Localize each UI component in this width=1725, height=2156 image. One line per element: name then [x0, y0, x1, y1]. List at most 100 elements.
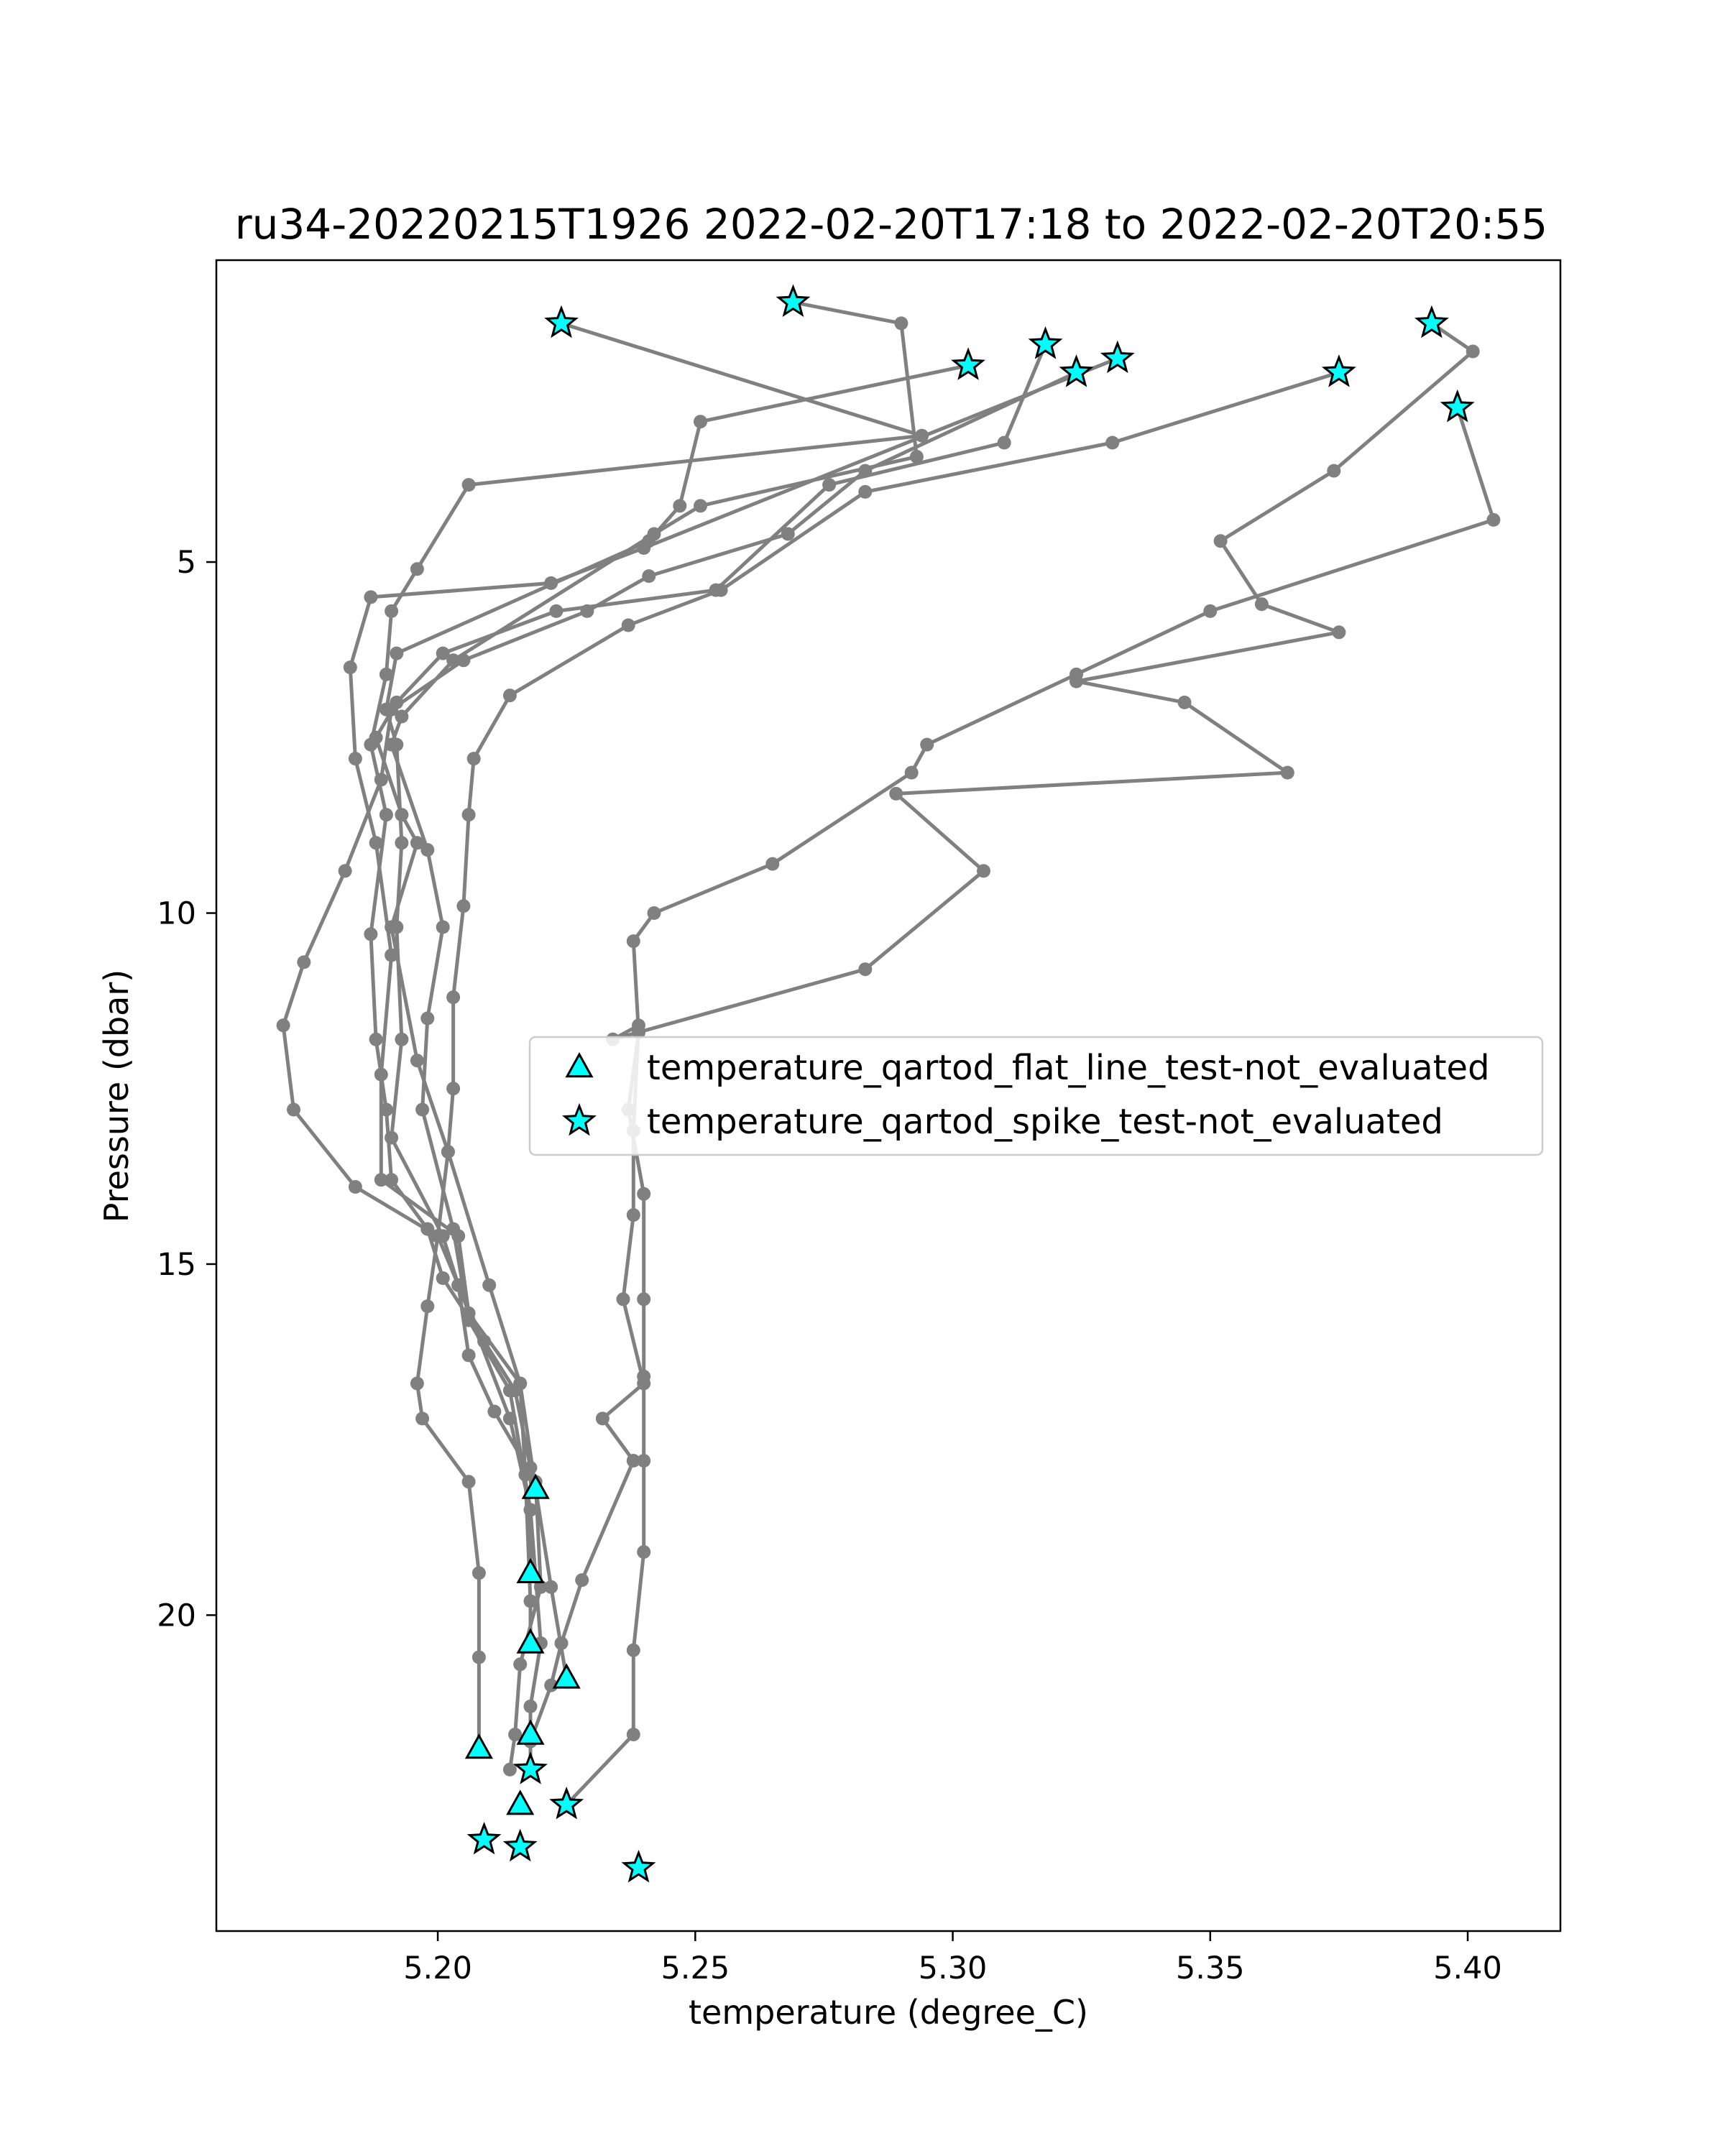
- profile-point: [446, 990, 461, 1005]
- profile-point: [461, 478, 476, 492]
- legend-label: temperature_qartod_flat_line_test-not_ev…: [647, 1048, 1490, 1088]
- y-axis-label: Pressure (dbar): [97, 969, 136, 1222]
- profile-point: [338, 864, 352, 878]
- profile-point: [410, 1376, 424, 1391]
- profile-6: [276, 365, 1083, 1777]
- triangle-marker: [516, 1628, 545, 1654]
- profile-point: [1280, 765, 1294, 780]
- profile-point: [348, 752, 362, 766]
- x-tick-label: 5.30: [919, 1950, 988, 1986]
- profile-point: [395, 1032, 409, 1046]
- profile-point: [379, 667, 393, 681]
- profile-point: [276, 1018, 290, 1033]
- profile-point: [1327, 464, 1341, 478]
- profile-point: [714, 583, 728, 597]
- profile-point: [626, 1208, 640, 1222]
- series-triangle-markers: [464, 1473, 581, 1815]
- profile-point: [920, 737, 934, 752]
- profile-point: [369, 1032, 383, 1046]
- profile-point: [580, 604, 594, 618]
- profile-point: [554, 1636, 569, 1650]
- profile-point: [436, 1271, 450, 1285]
- star-marker: [1440, 389, 1475, 423]
- profile-point: [343, 660, 357, 675]
- x-axis: 5.20 5.25 5.30 5.35 5.40: [403, 1931, 1502, 1986]
- profile-point: [420, 1299, 435, 1314]
- triangle-marker: [552, 1663, 581, 1689]
- profile-point: [410, 836, 424, 850]
- legend-label: temperature_qartod_spike_test-not_evalua…: [647, 1102, 1443, 1142]
- y-tick-label: 20: [157, 1598, 196, 1634]
- profile-point: [822, 478, 837, 492]
- axes-frame: [215, 259, 1562, 1932]
- profile-point: [858, 962, 873, 977]
- profile-point: [364, 590, 378, 604]
- star-marker: [466, 1821, 502, 1855]
- profile-point: [632, 1026, 645, 1040]
- legend: temperature_qartod_flat_line_test-not_ev…: [528, 1036, 1544, 1156]
- profile-point: [1213, 534, 1228, 548]
- profile-point: [374, 1067, 388, 1082]
- profile-point: [395, 808, 409, 822]
- profile-point: [544, 576, 558, 590]
- profile-point: [647, 527, 661, 541]
- profile-point: [533, 1580, 548, 1594]
- y-axis: 5 10 15 20: [157, 545, 216, 1634]
- x-tick-label: 5.20: [403, 1950, 472, 1986]
- star-marker: [549, 1787, 584, 1820]
- legend-entry-triangle: temperature_qartod_flat_line_test-not_ev…: [565, 1048, 1490, 1088]
- profile-point: [858, 484, 873, 499]
- star-marker: [513, 1751, 548, 1784]
- profile-point: [781, 527, 795, 541]
- profile-point: [502, 688, 517, 703]
- profile-point: [287, 1102, 300, 1117]
- profile-point: [410, 562, 424, 576]
- profile-point: [385, 920, 399, 934]
- profile-point: [626, 1454, 640, 1468]
- profile-point: [482, 1278, 497, 1292]
- profile-point: [461, 1475, 476, 1489]
- triangle-marker: [516, 1557, 545, 1584]
- profile-point: [894, 316, 908, 331]
- profile-point: [909, 450, 924, 464]
- y-tick-label: 15: [157, 1247, 196, 1283]
- profile-point: [472, 1650, 486, 1664]
- star-marker: [1321, 354, 1356, 387]
- profile-point: [441, 1145, 455, 1159]
- profile-point: [379, 808, 393, 822]
- profile-point: [1466, 344, 1480, 359]
- profile-point: [446, 1222, 461, 1236]
- star-marker: [1028, 326, 1063, 359]
- profile-point: [1254, 597, 1269, 612]
- profile-point: [694, 499, 707, 513]
- profile-point: [415, 1102, 430, 1117]
- star-marker: [776, 284, 811, 317]
- profile-point: [461, 808, 476, 822]
- profile-point: [637, 1545, 651, 1559]
- star-marker: [951, 347, 985, 380]
- y-tick-label: 5: [177, 545, 196, 581]
- profile-point: [523, 1594, 538, 1608]
- profile-line: [348, 356, 1118, 1644]
- profile-point: [436, 920, 450, 934]
- profile-point: [544, 1678, 558, 1692]
- profile-point: [451, 1278, 466, 1292]
- profile-point: [502, 1383, 517, 1398]
- profile-point: [544, 1580, 558, 1594]
- profile-point: [390, 646, 404, 660]
- profile-point: [595, 1411, 610, 1426]
- profile-point: [858, 464, 873, 478]
- profile-point: [637, 1454, 651, 1468]
- legend-triangle-icon: [565, 1052, 594, 1078]
- profile-point: [904, 765, 919, 780]
- profile-point: [977, 864, 990, 878]
- profile-point: [575, 1573, 589, 1588]
- profile-point: [364, 927, 378, 941]
- profile-line: [374, 344, 1047, 1679]
- profile-point: [420, 1011, 435, 1026]
- profile-point: [997, 436, 1011, 450]
- profile-point: [297, 955, 311, 969]
- profile-point: [637, 1292, 651, 1307]
- profile-point: [385, 1130, 399, 1145]
